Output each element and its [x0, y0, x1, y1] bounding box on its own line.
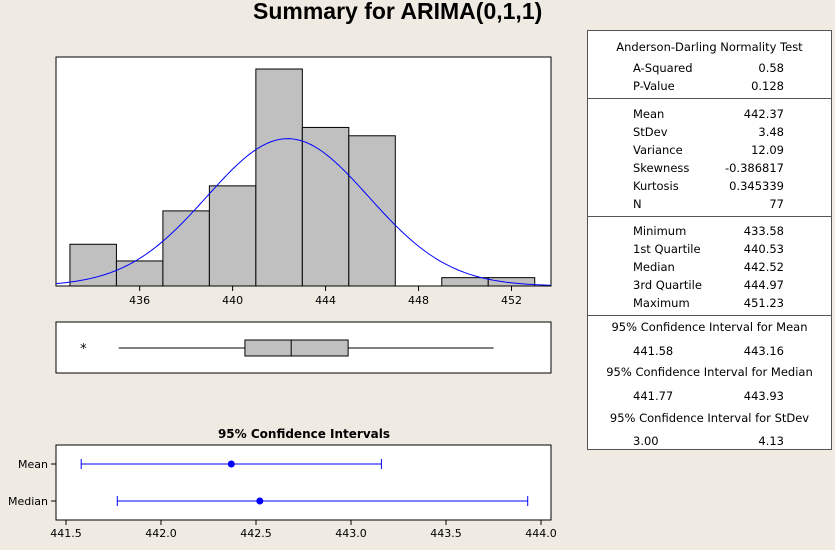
stat-label: Mean: [633, 107, 665, 121]
histogram-bar-3: [208, 185, 257, 287]
stat-value: 451.23: [743, 296, 784, 310]
stat-row: 3rd Quartile 444.97: [588, 278, 831, 296]
histogram-bar-4: [255, 68, 303, 287]
stat-label: Minimum: [633, 224, 687, 238]
stat-row: Kurtosis 0.345339: [588, 179, 831, 197]
ci-tick-label: 444.0: [525, 527, 557, 540]
stat-value: 442.37: [743, 107, 784, 121]
stat-value: 0.58: [758, 61, 784, 75]
ci-mean-low: 441.58: [633, 344, 674, 358]
stat-value: 444.97: [743, 278, 784, 292]
stat-row: Median 442.52: [588, 260, 831, 278]
stat-label: 3rd Quartile: [633, 278, 702, 292]
histogram-x-ticks: 436 440 444 448 452: [129, 286, 522, 307]
stat-value: 0.128: [751, 79, 784, 93]
histogram-tick-label: 448: [408, 294, 429, 307]
stat-row: Variance 12.09: [588, 143, 831, 161]
stat-row: StDev 3.48: [588, 125, 831, 143]
stat-label: Kurtosis: [633, 179, 679, 193]
ci-stdev-low: 3.00: [633, 434, 659, 448]
ci-point-mean: [227, 460, 235, 468]
stat-row: Mean 442.37: [588, 107, 831, 125]
ci-mean-row: 441.58 443.16: [588, 344, 831, 362]
stat-label: Variance: [633, 143, 683, 157]
stat-value: 442.52: [743, 260, 784, 274]
stat-row: A-Squared 0.58: [588, 61, 831, 79]
ci-mean-header: 95% Confidence Interval for Mean: [611, 320, 808, 334]
histogram-tick-label: 452: [501, 294, 522, 307]
ci-tick-label: 441.5: [50, 527, 82, 540]
stat-value: -0.386817: [724, 161, 784, 175]
ci-median-low: 441.77: [633, 389, 674, 403]
histogram-bar-6: [348, 135, 396, 287]
histogram-tick-label: 440: [222, 294, 243, 307]
stat-row: Maximum 451.23: [588, 296, 831, 314]
section-divider: [588, 315, 831, 316]
stat-label: 1st Quartile: [633, 242, 701, 256]
stat-row: Minimum 433.58: [588, 224, 831, 242]
ci-intervals: Mean Median: [8, 458, 529, 508]
ci-tick-label: 442.0: [145, 527, 177, 540]
stat-value: 0.345339: [729, 179, 784, 193]
ci-tick-label: 443.0: [335, 527, 367, 540]
histogram-bar-5: [301, 126, 350, 287]
stat-value: 3.48: [758, 125, 784, 139]
stat-row: Skewness -0.386817: [588, 161, 831, 179]
stat-label: N: [633, 197, 642, 211]
stat-value: 433.58: [743, 224, 784, 238]
ci-row-label: Mean: [18, 458, 48, 471]
boxplot: *: [80, 339, 494, 357]
title-bar: Summary for ARIMA(0,1,1): [0, 0, 835, 26]
stat-label: P-Value: [633, 79, 675, 93]
normal-fit-curve: [55, 138, 552, 286]
ci-panel-title: 95% Confidence Intervals: [218, 427, 390, 441]
histogram-tick-label: 444: [315, 294, 336, 307]
stat-label: Median: [633, 260, 675, 274]
ci-x-ticks: 441.5 442.0 442.5 443.0 443.5 444.0: [50, 520, 557, 540]
ci-stdev-header: 95% Confidence Interval for StDev: [609, 411, 810, 425]
ci-median-high: 443.93: [743, 389, 784, 403]
stat-row: P-Value 0.128: [588, 79, 831, 97]
section-divider: [588, 216, 831, 217]
stat-value: 12.09: [751, 143, 784, 157]
stat-value: 77: [769, 197, 784, 211]
stat-value: 440.53: [743, 242, 784, 256]
ci-panel: [55, 444, 552, 521]
histogram-tick-label: 436: [129, 294, 150, 307]
page-title: Summary for ARIMA(0,1,1): [253, 0, 543, 24]
stat-row: N 77: [588, 197, 831, 215]
section-divider: [588, 98, 831, 99]
ad-test-header: Anderson-Darling Normality Test: [616, 40, 803, 54]
stat-label: Maximum: [633, 296, 690, 310]
ci-tick-label: 443.5: [430, 527, 462, 540]
histogram-bar-9: [487, 277, 536, 287]
boxplot-outlier: *: [80, 342, 87, 357]
stat-row: 1st Quartile 440.53: [588, 242, 831, 260]
ci-median-header: 95% Confidence Interval for Median: [606, 365, 813, 379]
ci-stdev-high: 4.13: [758, 434, 784, 448]
ci-mean-high: 443.16: [743, 344, 784, 358]
ci-median-row: 441.77 443.93: [588, 389, 831, 407]
stat-label: StDev: [633, 125, 668, 139]
histogram-bar-1: [115, 260, 164, 287]
ci-row-label: Median: [8, 495, 48, 508]
histogram-bar-8: [441, 277, 489, 287]
histogram-bar-0: [69, 243, 117, 287]
stat-label: Skewness: [633, 161, 690, 175]
histogram-bar-2: [162, 210, 210, 287]
ci-tick-label: 442.5: [240, 527, 272, 540]
ci-stdev-row: 3.00 4.13: [588, 434, 831, 452]
ci-point-median: [256, 497, 264, 505]
stat-label: A-Squared: [633, 61, 693, 75]
boxplot-box: [244, 339, 349, 357]
statistics-table: Anderson-Darling Normality Test A-Square…: [587, 30, 832, 450]
